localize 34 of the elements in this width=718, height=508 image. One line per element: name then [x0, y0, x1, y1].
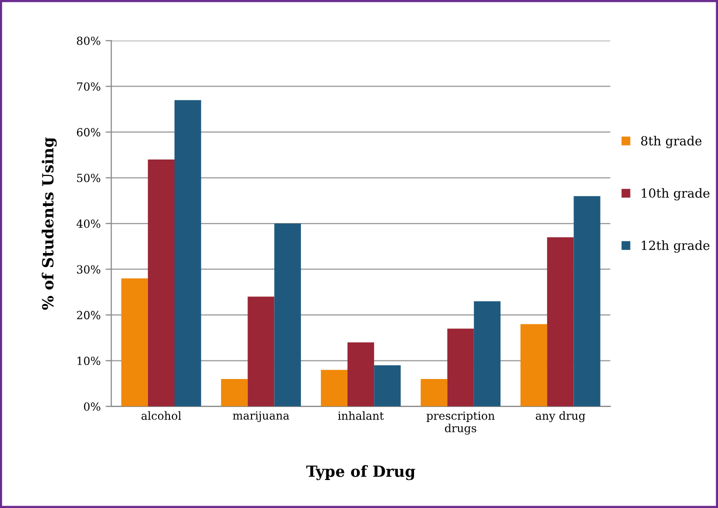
y-tick-label: 80% [76, 36, 100, 46]
bar [520, 324, 548, 406]
x-tick-label: marijuana [232, 411, 290, 422]
y-tick-label: 20% [76, 310, 100, 320]
y-tick-label: 10% [78, 356, 100, 366]
x-tick-label: any drug [536, 411, 586, 422]
bar [274, 224, 301, 406]
legend-label: 12th grade [642, 240, 710, 253]
x-tick-label: alcohol [142, 411, 182, 420]
y-tick-label: 30% [77, 265, 100, 274]
legend-label: 10th grade [642, 188, 710, 200]
bar [248, 296, 274, 406]
bar [447, 328, 474, 406]
x-axis-title: Type of Drug [306, 465, 416, 480]
bar [320, 370, 348, 406]
bar [547, 237, 574, 406]
y-axis-title: % of Students Using [42, 137, 57, 310]
bar [174, 100, 202, 406]
bar [374, 365, 401, 406]
bar [347, 342, 374, 406]
bar [474, 301, 501, 406]
x-tick-label: inhalant [338, 411, 384, 420]
bar [121, 278, 148, 406]
y-tick-label: 60% [76, 128, 100, 136]
legend-label: 8th grade [641, 136, 702, 148]
bar [420, 378, 448, 406]
y-tick-label: 40% [76, 219, 100, 228]
bar [574, 196, 600, 406]
bar [221, 378, 248, 406]
bar [148, 160, 174, 406]
y-tick-label: 50% [77, 174, 100, 182]
y-tick-label: 0% [84, 402, 100, 411]
x-tick-label: prescription drugs [426, 412, 495, 435]
y-tick-label: 70% [77, 82, 100, 91]
